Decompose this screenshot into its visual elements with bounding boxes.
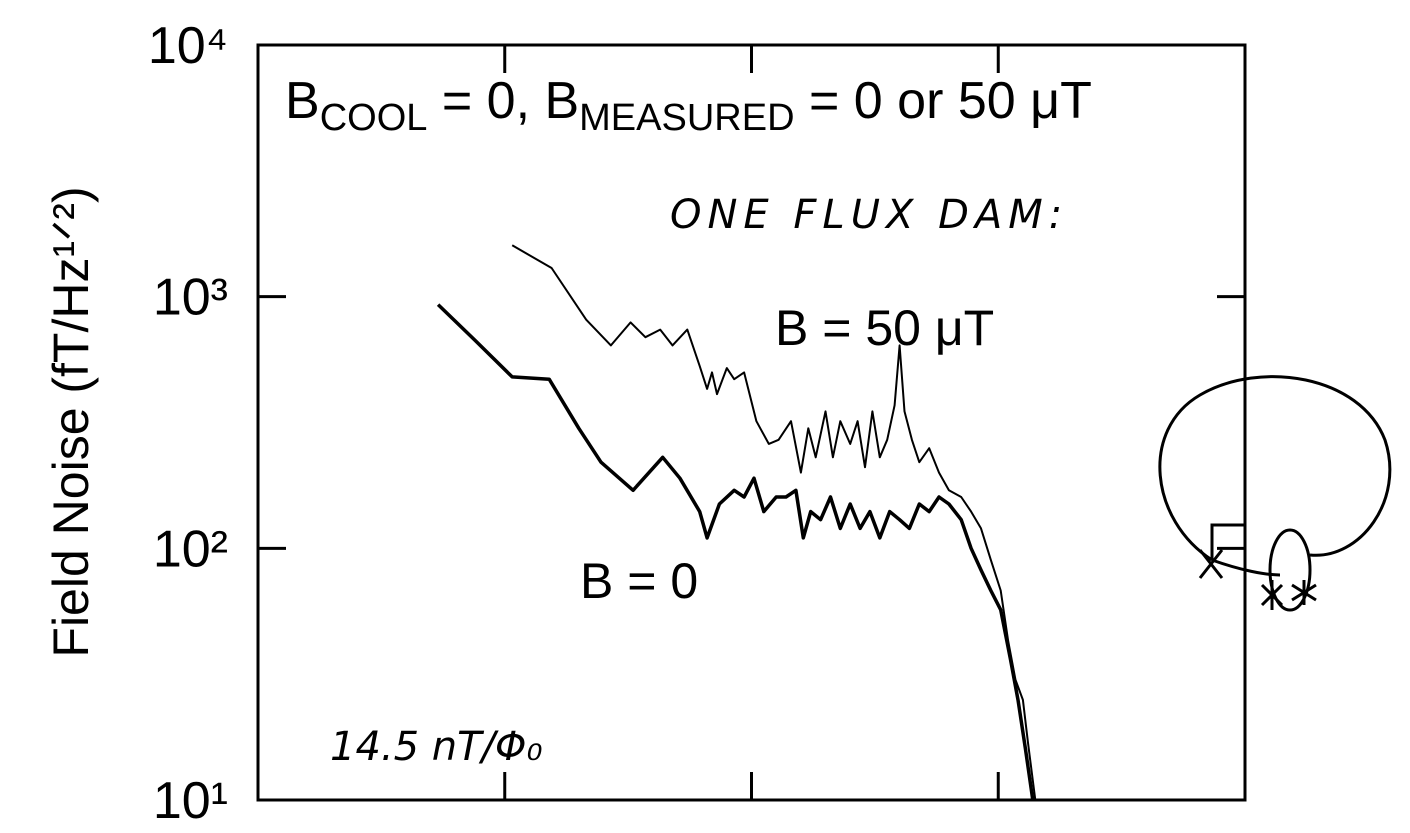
junction <box>1260 580 1284 610</box>
chart-title: BCOOL = 0, BMEASURED = 0 or 50 μT <box>285 72 1092 139</box>
y-tick-label: 10⁴ <box>148 17 228 75</box>
series-line <box>436 303 1035 801</box>
plot-frame <box>256 43 1247 802</box>
squid-diagram <box>1158 375 1392 612</box>
series-label: B = 50 μT <box>775 300 994 356</box>
annotation: ONE FLUX DAM: <box>670 192 1068 238</box>
title-subscript: COOL <box>320 97 428 139</box>
y-axis-label: Field Noise (fT/Hz¹ᐟ²) <box>43 186 99 657</box>
y-tick-label: 10² <box>153 520 228 578</box>
title-subscript: MEASURED <box>579 97 794 139</box>
squid-lead <box>1210 523 1245 560</box>
series-line <box>511 244 1037 801</box>
annotation: 14.5 nT/Φ₀ <box>330 724 543 770</box>
y-tick-label: 10³ <box>153 269 228 327</box>
squid-loop <box>1158 375 1392 562</box>
title-part: = 0, B <box>427 72 579 130</box>
title-part: = 0 or 50 μT <box>795 72 1092 130</box>
flux-dam <box>1268 528 1312 612</box>
title-part: B <box>285 72 320 130</box>
series-label: B = 0 <box>580 553 698 609</box>
squid-lead <box>1211 558 1281 577</box>
junction <box>1291 580 1317 605</box>
junction <box>1198 549 1224 579</box>
y-tick-label: 10¹ <box>153 772 228 830</box>
